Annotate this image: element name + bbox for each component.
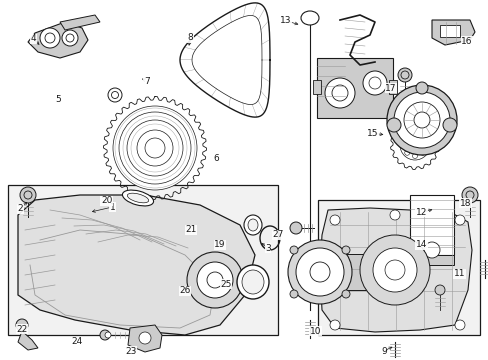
Polygon shape [431,20,474,45]
Circle shape [412,131,417,136]
Text: 1: 1 [109,202,115,211]
Ellipse shape [127,193,148,203]
Text: 13: 13 [280,17,291,26]
Circle shape [289,222,302,234]
Text: 18: 18 [459,199,470,208]
Polygon shape [28,22,88,58]
Circle shape [295,248,343,296]
Circle shape [393,92,449,148]
Polygon shape [60,15,100,30]
Bar [337,254,365,290]
Polygon shape [128,325,162,352]
Text: 8: 8 [187,33,193,42]
Text: 7: 7 [143,77,149,86]
Circle shape [442,118,456,132]
Circle shape [415,82,427,94]
Text: 6: 6 [213,154,219,163]
Text: 10: 10 [309,327,321,336]
Circle shape [329,320,339,330]
Text: 2: 2 [18,204,23,213]
Circle shape [105,332,111,338]
Bar [388,80,396,94]
Circle shape [40,28,60,48]
Circle shape [419,150,425,155]
Bar [316,58,392,118]
Text: 21: 21 [184,225,196,234]
Circle shape [454,215,464,225]
Circle shape [341,290,349,298]
Text: 17: 17 [385,84,396,93]
Text: 4: 4 [30,35,36,44]
Circle shape [62,30,78,46]
Circle shape [325,78,354,108]
Ellipse shape [244,215,262,235]
Circle shape [16,319,28,331]
Circle shape [197,262,232,298]
Circle shape [113,106,197,190]
Ellipse shape [242,270,264,294]
Ellipse shape [122,190,153,206]
Polygon shape [319,208,471,332]
Text: 24: 24 [71,338,83,346]
Circle shape [372,248,416,292]
Text: 27: 27 [271,230,283,239]
Bar [409,255,453,265]
Text: 15: 15 [366,129,378,138]
Circle shape [289,290,297,298]
Bar [317,200,479,335]
Circle shape [412,153,417,158]
Text: 26: 26 [179,287,190,295]
Bar [312,80,320,94]
Circle shape [386,85,456,155]
Text: 11: 11 [453,269,465,278]
Circle shape [341,246,349,254]
Text: 23: 23 [125,346,137,356]
Circle shape [186,252,243,308]
Bar [409,195,453,255]
Ellipse shape [301,11,318,25]
Circle shape [389,210,399,220]
Circle shape [289,246,297,254]
Circle shape [423,242,439,258]
Circle shape [139,332,151,344]
Text: 5: 5 [55,95,61,104]
Circle shape [401,143,406,148]
Circle shape [108,88,122,102]
Circle shape [362,71,386,95]
Ellipse shape [247,219,258,231]
Circle shape [461,187,477,203]
Circle shape [404,150,409,155]
Text: 16: 16 [460,37,472,46]
Circle shape [399,130,429,160]
Circle shape [20,187,36,203]
Text: 12: 12 [415,208,427,217]
Circle shape [305,14,313,22]
Circle shape [329,215,339,225]
Circle shape [359,235,429,305]
Circle shape [454,320,464,330]
Circle shape [419,135,425,140]
Text: 20: 20 [101,197,112,206]
Circle shape [404,135,409,140]
Text: 22: 22 [16,325,28,334]
Text: 9: 9 [380,346,386,356]
Polygon shape [18,331,38,350]
Text: 25: 25 [220,280,231,289]
Circle shape [386,118,400,132]
Text: 14: 14 [415,240,427,249]
Text: 3: 3 [264,244,270,253]
Bar [439,25,459,37]
Circle shape [100,330,110,340]
Circle shape [423,143,427,148]
Ellipse shape [237,265,268,299]
Circle shape [397,68,411,82]
Polygon shape [18,195,254,335]
Text: 19: 19 [214,240,225,249]
Circle shape [287,240,351,304]
Bar [8,185,278,335]
Circle shape [434,285,444,295]
